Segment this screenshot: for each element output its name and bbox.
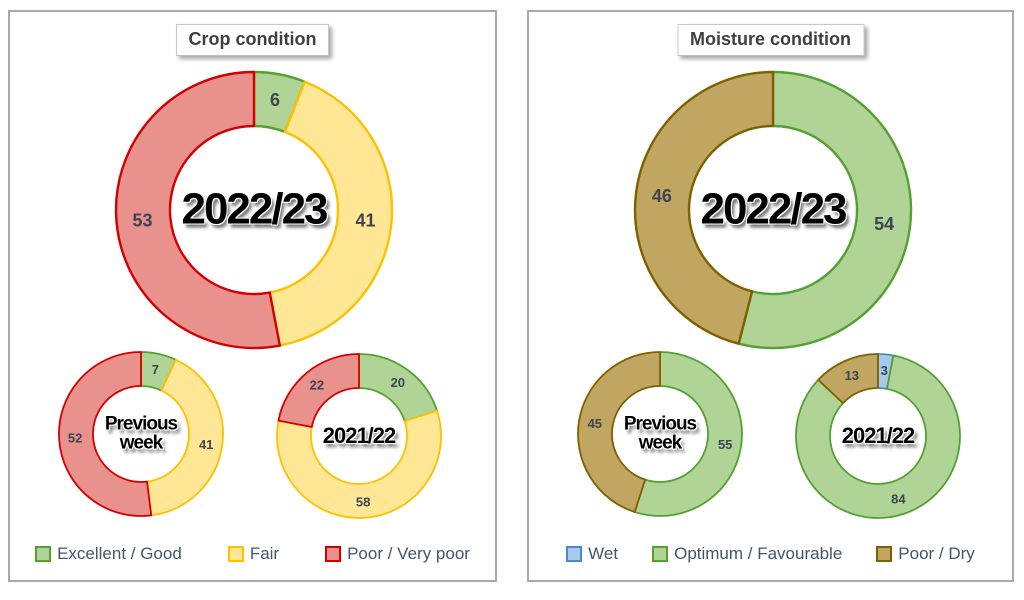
legend-label: Poor / Dry: [898, 544, 975, 563]
legend-item: Fair: [227, 544, 280, 564]
donut-center-label-2021-22: 2021/22: [841, 422, 916, 448]
chart-title: Crop condition: [175, 24, 330, 56]
donut-slice-2022-23: [114, 70, 282, 350]
slice-value-label: 45: [588, 416, 602, 431]
donut-center-label-previous-week: Previous week: [104, 413, 178, 454]
legend: Wet Optimum / Favourable Poor / Dry: [529, 544, 1012, 564]
legend-marker-icon: [35, 546, 52, 562]
legend-item: Wet: [566, 544, 618, 564]
legend-item: Poor / Dry: [876, 544, 975, 564]
legend-marker-icon: [652, 546, 669, 562]
slice-value-label: 3: [881, 363, 888, 378]
slice-value-label: 41: [199, 437, 213, 452]
legend-item: Excellent / Good: [35, 544, 182, 564]
legend: Excellent / Good Fair Poor / Very poor: [10, 544, 495, 564]
crop-condition-panel: Crop condition 6 41 53 7 41 52 20 58 22 Excellen…: [8, 10, 497, 582]
legend-item: Optimum / Favourable: [652, 544, 842, 564]
donut-slice-2021-22: [277, 353, 360, 428]
legend-label: Excellent / Good: [57, 544, 182, 563]
legend-label: Fair: [249, 544, 280, 563]
legend-label: Optimum / Favourable: [674, 544, 843, 563]
donut-center-label-previous-week: Previous week: [623, 413, 697, 454]
slice-value-label: 13: [845, 368, 859, 383]
donut-center-label-2021-22: 2021/22: [322, 422, 397, 448]
legend-marker-icon: [566, 546, 583, 562]
slice-value-label: 22: [310, 378, 324, 393]
slice-value-label: 52: [68, 431, 82, 446]
donut-slice-2021-22: [795, 354, 961, 519]
slice-value-label: 55: [718, 437, 732, 452]
donut-center-label-2022-23: 2022/23: [181, 184, 328, 234]
slice-value-label: 20: [391, 375, 405, 390]
slice-value-label: 46: [652, 186, 672, 206]
donut-chart-svg: 6 41 53 7 41 52 20 58 22: [58, 70, 442, 519]
slice-value-label: 58: [356, 494, 370, 509]
donut-slice-2022-23: [633, 70, 775, 345]
slice-value-label: 84: [891, 491, 906, 506]
slice-value-label: 54: [874, 214, 894, 234]
donut-center-label-2022-23: 2022/23: [700, 184, 847, 234]
legend-item: Poor / Very poor: [325, 544, 470, 564]
donut-slice-previous-week: [146, 358, 224, 517]
chart-title: Moisture condition: [677, 24, 864, 56]
legend-marker-icon: [227, 546, 244, 562]
legend-label: Poor / Very poor: [347, 544, 470, 563]
donut-slice-previous-week: [577, 351, 661, 513]
slice-value-label: 7: [152, 362, 159, 377]
slice-value-label: 6: [270, 90, 280, 110]
donut-slice-previous-week: [58, 351, 153, 517]
slice-value-label: 53: [132, 211, 152, 231]
donut-slice-2021-22: [817, 353, 879, 405]
donut-slice-2022-23: [737, 70, 913, 350]
legend-marker-icon: [876, 546, 893, 562]
legend-marker-icon: [325, 546, 342, 562]
donut-slice-2022-23: [268, 80, 394, 347]
donut-slice-2021-22: [276, 409, 442, 519]
legend-label: Wet: [588, 544, 619, 563]
donut-slice-previous-week: [633, 351, 743, 517]
slice-value-label: 41: [355, 211, 375, 231]
